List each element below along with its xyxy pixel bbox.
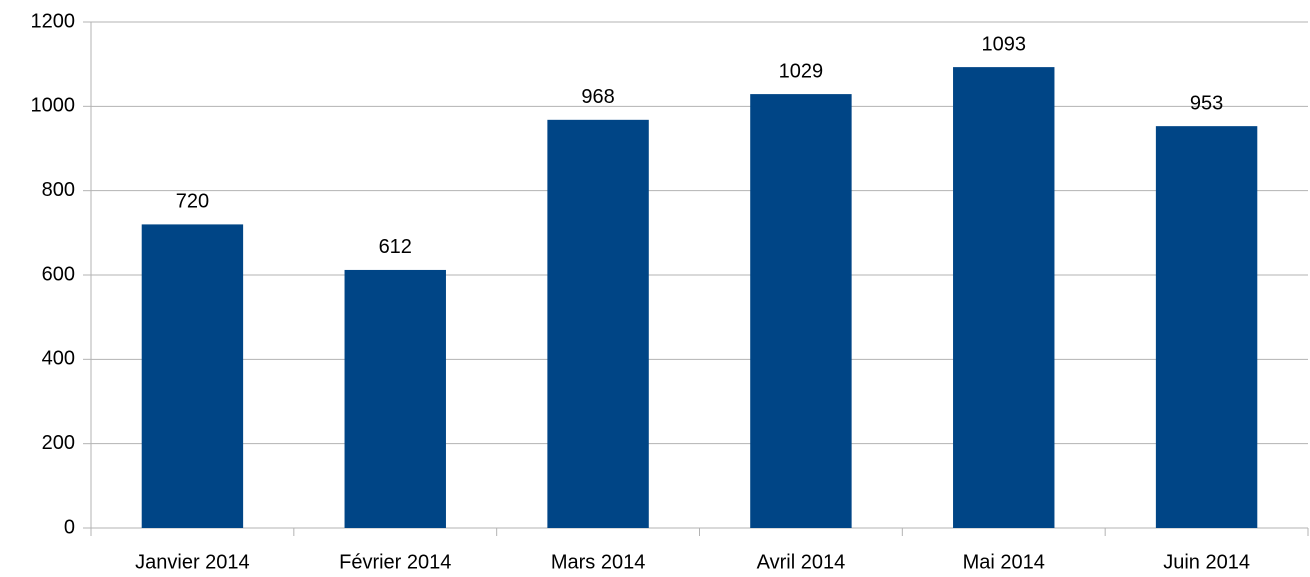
x-tick-label: Juin 2014 xyxy=(1163,551,1250,573)
bar xyxy=(547,119,649,529)
y-tick-label: 200 xyxy=(42,432,75,454)
data-label: 612 xyxy=(379,236,412,258)
y-tick-label: 600 xyxy=(42,263,75,285)
data-label: 720 xyxy=(176,191,209,213)
data-label: 953 xyxy=(1190,92,1223,114)
data-label: 1093 xyxy=(982,33,1027,55)
y-tick-label: 800 xyxy=(42,179,75,201)
bar xyxy=(344,269,446,528)
x-tick-label: Mai 2014 xyxy=(963,551,1045,573)
y-tick-label: 1200 xyxy=(31,10,76,32)
y-tick-label: 1000 xyxy=(31,95,76,117)
data-label: 968 xyxy=(581,86,614,108)
y-tick-label: 0 xyxy=(64,516,75,538)
y-tick-label: 400 xyxy=(42,348,75,370)
x-tick-label: Février 2014 xyxy=(339,551,451,573)
bar xyxy=(1155,126,1258,528)
bar xyxy=(750,94,852,528)
x-tick-label: Avril 2014 xyxy=(757,551,846,573)
x-tick-label: Janvier 2014 xyxy=(135,551,250,573)
bar xyxy=(141,224,244,528)
bar xyxy=(953,67,1055,528)
data-label: 1029 xyxy=(779,60,824,82)
x-tick-label: Mars 2014 xyxy=(551,551,646,573)
